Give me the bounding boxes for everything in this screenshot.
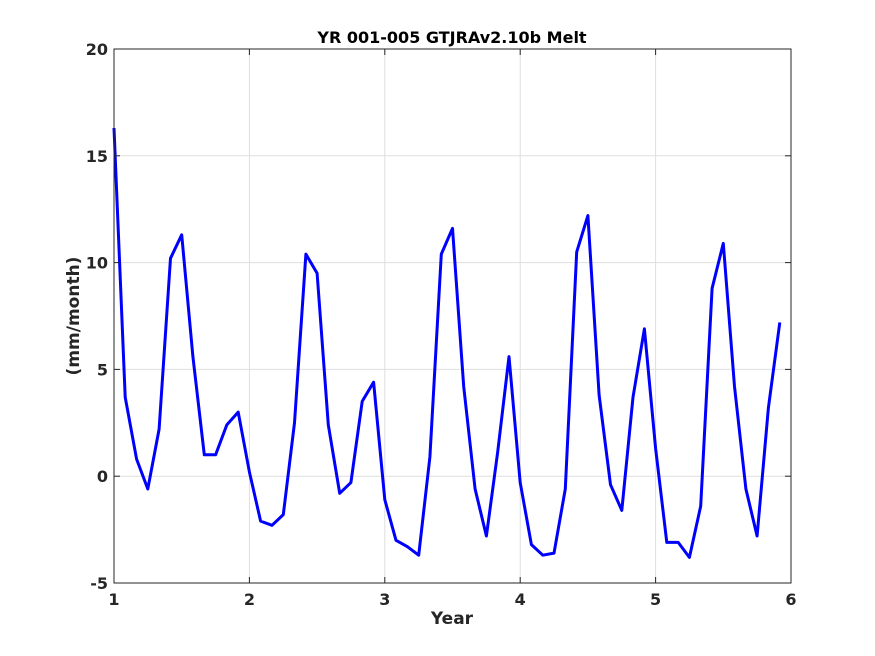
y-tick-label: 5 [97,360,108,379]
x-tick-label: 1 [108,590,119,609]
x-tick-label: 5 [650,590,661,609]
data-layer [112,127,782,559]
y-tick-label: 15 [86,147,108,166]
y-tick-label: 10 [86,254,108,273]
plot-area [114,49,791,583]
x-tick-label: 2 [244,590,255,609]
y-tick-label: 0 [97,467,108,486]
x-tick-label: 3 [379,590,390,609]
series-line [112,127,782,559]
y-tick-label: -5 [90,574,108,593]
axes-box [113,48,792,584]
chart-title: YR 001-005 GTJRAv2.10b Melt [316,28,587,47]
x-axis-label: Year [430,609,474,629]
ticks: 1 2 3 4 5 6 -5 0 5 10 15 20 [86,40,797,609]
grid [113,48,792,584]
y-axis-label: (mm/month) [64,257,84,376]
x-tick-label: 4 [515,590,526,609]
x-tick-label: 6 [785,590,796,609]
y-tick-label: 20 [86,40,108,59]
